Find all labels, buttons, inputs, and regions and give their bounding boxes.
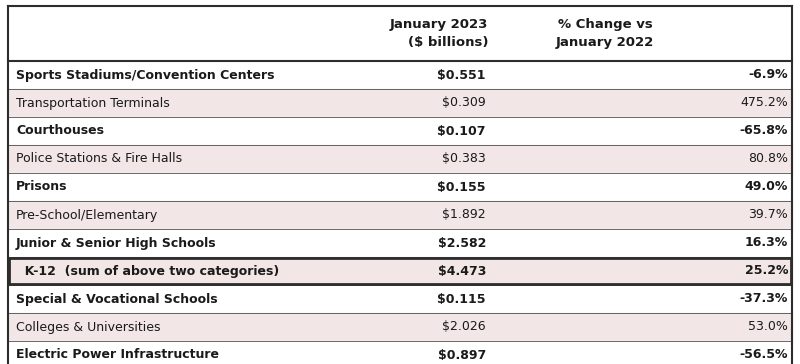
Text: -6.9%: -6.9% (748, 68, 788, 82)
Text: Police Stations & Fire Halls: Police Stations & Fire Halls (16, 153, 182, 166)
Text: Junior & Senior High Schools: Junior & Senior High Schools (16, 237, 217, 249)
Text: $2.026: $2.026 (442, 320, 486, 333)
Text: -65.8%: -65.8% (740, 124, 788, 138)
Bar (8, 229, 792, 257)
Text: Special & Vocational Schools: Special & Vocational Schools (16, 293, 218, 305)
Text: $0.309: $0.309 (442, 96, 486, 110)
Text: 49.0%: 49.0% (745, 181, 788, 194)
Text: 16.3%: 16.3% (745, 237, 788, 249)
Text: 39.7%: 39.7% (748, 209, 788, 222)
Bar (8, 89, 792, 117)
Bar (8, 145, 792, 173)
Text: Pre-School/Elementary: Pre-School/Elementary (16, 209, 158, 222)
Bar (8, 341, 792, 364)
Text: $1.892: $1.892 (442, 209, 486, 222)
Text: Transportation Terminals: Transportation Terminals (16, 96, 170, 110)
Text: Prisons: Prisons (16, 181, 67, 194)
Text: $0.551: $0.551 (438, 68, 486, 82)
Text: Electric Power Infrastructure: Electric Power Infrastructure (16, 348, 219, 361)
Bar (8, 201, 792, 229)
Bar (8, 117, 792, 145)
Text: 53.0%: 53.0% (748, 320, 788, 333)
Bar (9, 258, 791, 284)
Bar (8, 257, 792, 285)
Bar (8, 61, 792, 89)
Bar (8, 6, 792, 61)
Text: Courthouses: Courthouses (16, 124, 104, 138)
Text: 25.2%: 25.2% (745, 265, 788, 277)
Text: $4.473: $4.473 (438, 265, 486, 277)
Text: K-12  (sum of above two categories): K-12 (sum of above two categories) (16, 265, 279, 277)
Text: % Change vs
January 2022: % Change vs January 2022 (556, 18, 654, 49)
Text: $2.582: $2.582 (438, 237, 486, 249)
Text: $0.115: $0.115 (438, 293, 486, 305)
Text: January 2023
($ billions): January 2023 ($ billions) (390, 18, 488, 49)
Bar (8, 313, 792, 341)
Text: $0.155: $0.155 (438, 181, 486, 194)
Text: -37.3%: -37.3% (740, 293, 788, 305)
Text: 475.2%: 475.2% (740, 96, 788, 110)
Text: 80.8%: 80.8% (748, 153, 788, 166)
Text: Sports Stadiums/Convention Centers: Sports Stadiums/Convention Centers (16, 68, 274, 82)
Text: $0.107: $0.107 (438, 124, 486, 138)
Text: Colleges & Universities: Colleges & Universities (16, 320, 161, 333)
Text: -56.5%: -56.5% (739, 348, 788, 361)
Bar (8, 173, 792, 201)
Text: $0.897: $0.897 (438, 348, 486, 361)
Bar (8, 285, 792, 313)
Text: $0.383: $0.383 (442, 153, 486, 166)
